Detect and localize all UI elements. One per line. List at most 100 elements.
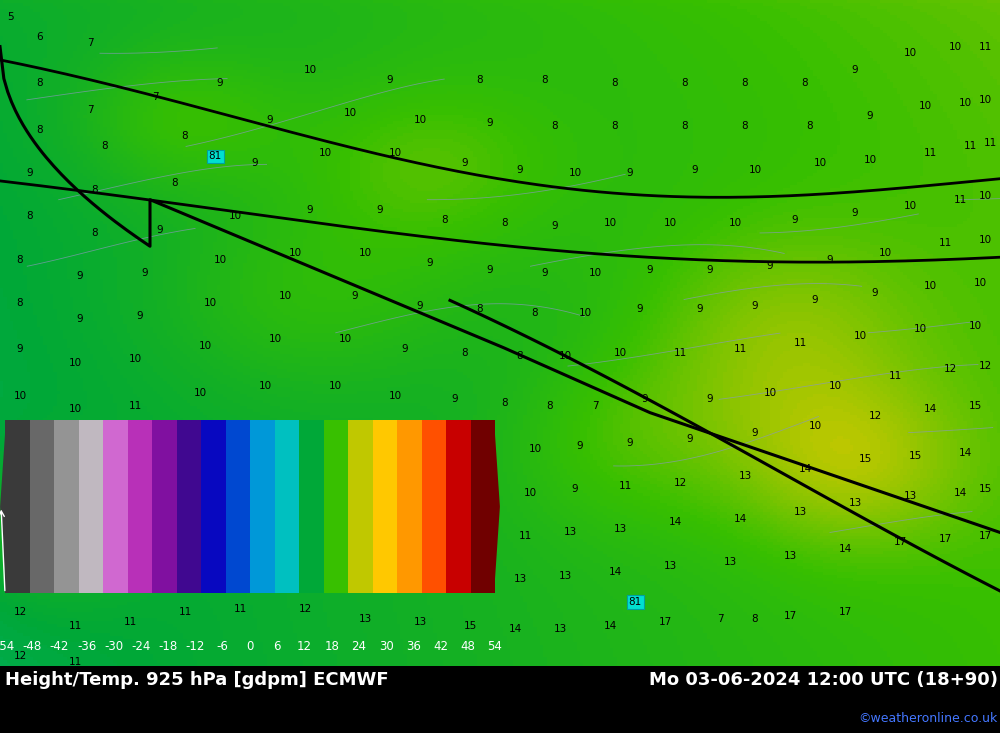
Text: 10: 10 [368, 520, 382, 531]
Text: 10: 10 [913, 325, 927, 334]
Text: 9: 9 [217, 78, 223, 88]
Text: 10: 10 [853, 331, 867, 341]
Text: 15: 15 [978, 485, 992, 494]
Text: 13: 13 [358, 614, 372, 624]
Text: 9: 9 [542, 268, 548, 278]
Text: 13: 13 [563, 528, 577, 537]
Text: 10: 10 [13, 391, 27, 401]
Text: 11: 11 [938, 238, 952, 248]
Text: 10: 10 [388, 391, 402, 401]
Text: 81: 81 [208, 152, 222, 161]
Text: 9: 9 [637, 304, 643, 314]
Text: 0: 0 [246, 641, 254, 653]
Text: 11: 11 [128, 401, 142, 411]
Text: 9: 9 [462, 158, 468, 168]
Text: 10: 10 [13, 434, 27, 444]
Text: -42: -42 [50, 641, 69, 653]
Text: 36: 36 [406, 641, 421, 653]
Text: 10: 10 [588, 268, 602, 278]
Text: 8: 8 [92, 228, 98, 238]
Text: 10: 10 [558, 351, 572, 361]
Text: 9: 9 [27, 168, 33, 178]
Text: 10: 10 [523, 487, 537, 498]
Text: 10: 10 [358, 248, 372, 258]
Text: 9: 9 [307, 205, 313, 215]
Text: 9: 9 [437, 438, 443, 448]
Text: 8: 8 [502, 398, 508, 408]
Text: 7: 7 [592, 401, 598, 411]
Bar [250, 420, 274, 594]
Text: -18: -18 [159, 641, 178, 653]
Text: 10: 10 [413, 115, 427, 125]
Text: 10: 10 [903, 48, 917, 58]
Text: 8: 8 [752, 614, 758, 624]
Text: 10: 10 [528, 444, 542, 454]
Text: 13: 13 [513, 574, 527, 584]
Text: 15: 15 [968, 401, 982, 411]
Text: 8: 8 [37, 78, 43, 88]
Bar [103, 420, 128, 594]
Text: 10: 10 [68, 358, 82, 368]
Text: 10: 10 [68, 448, 82, 457]
Text: 10: 10 [603, 218, 617, 228]
Text: 9: 9 [487, 441, 493, 451]
Text: 10: 10 [253, 424, 267, 434]
Text: 11: 11 [673, 347, 687, 358]
Text: 10: 10 [303, 65, 317, 75]
Text: 10: 10 [663, 218, 677, 228]
Text: 10: 10 [828, 381, 842, 391]
Text: 12: 12 [243, 511, 257, 521]
Text: 10: 10 [808, 421, 822, 431]
Text: 10: 10 [978, 235, 992, 245]
Text: 14: 14 [953, 487, 967, 498]
Text: 8: 8 [682, 122, 688, 131]
Text: 10: 10 [378, 434, 392, 444]
Bar [128, 420, 152, 594]
Text: 9: 9 [697, 304, 703, 314]
Text: 9: 9 [792, 215, 798, 224]
Text: 9: 9 [872, 288, 878, 298]
Text: 9: 9 [867, 111, 873, 122]
Text: 10: 10 [268, 334, 282, 345]
Text: 14: 14 [668, 517, 682, 528]
Text: 9: 9 [752, 301, 758, 312]
Text: 10: 10 [948, 42, 962, 51]
Text: 9: 9 [627, 168, 633, 178]
Text: 5: 5 [7, 12, 13, 22]
Text: 10: 10 [128, 354, 142, 364]
Text: 9: 9 [687, 434, 693, 444]
Text: 14: 14 [923, 405, 937, 414]
Text: 10: 10 [958, 98, 972, 108]
Text: 14: 14 [508, 624, 522, 634]
Text: 10: 10 [68, 405, 82, 414]
Text: 12: 12 [178, 517, 192, 528]
Text: -6: -6 [217, 641, 229, 653]
Text: 10: 10 [278, 291, 292, 301]
Text: 9: 9 [812, 295, 818, 304]
Text: 9: 9 [77, 271, 83, 281]
Text: 7: 7 [87, 38, 93, 48]
Text: 13: 13 [783, 550, 797, 561]
Text: 8: 8 [612, 78, 618, 88]
Text: 12: 12 [68, 534, 82, 544]
Bar [226, 420, 250, 594]
Text: 14: 14 [608, 567, 622, 578]
Text: 9: 9 [17, 345, 23, 355]
Text: 12: 12 [13, 651, 27, 660]
Text: 30: 30 [379, 641, 393, 653]
Text: 12: 12 [868, 411, 882, 421]
Text: ©weatheronline.co.uk: ©weatheronline.co.uk [859, 712, 998, 725]
Text: 12: 12 [468, 571, 482, 581]
Text: 10: 10 [338, 334, 352, 345]
Text: 12: 12 [13, 564, 27, 574]
Text: 8: 8 [462, 347, 468, 358]
Text: 11: 11 [418, 567, 432, 578]
Text: 13: 13 [723, 557, 737, 567]
Bar [324, 420, 348, 594]
Text: 17: 17 [938, 534, 952, 544]
Text: 12: 12 [298, 604, 312, 614]
Text: 7: 7 [717, 614, 723, 624]
Text: 11: 11 [618, 481, 632, 491]
Polygon shape [494, 420, 500, 594]
Text: 10: 10 [193, 388, 207, 398]
